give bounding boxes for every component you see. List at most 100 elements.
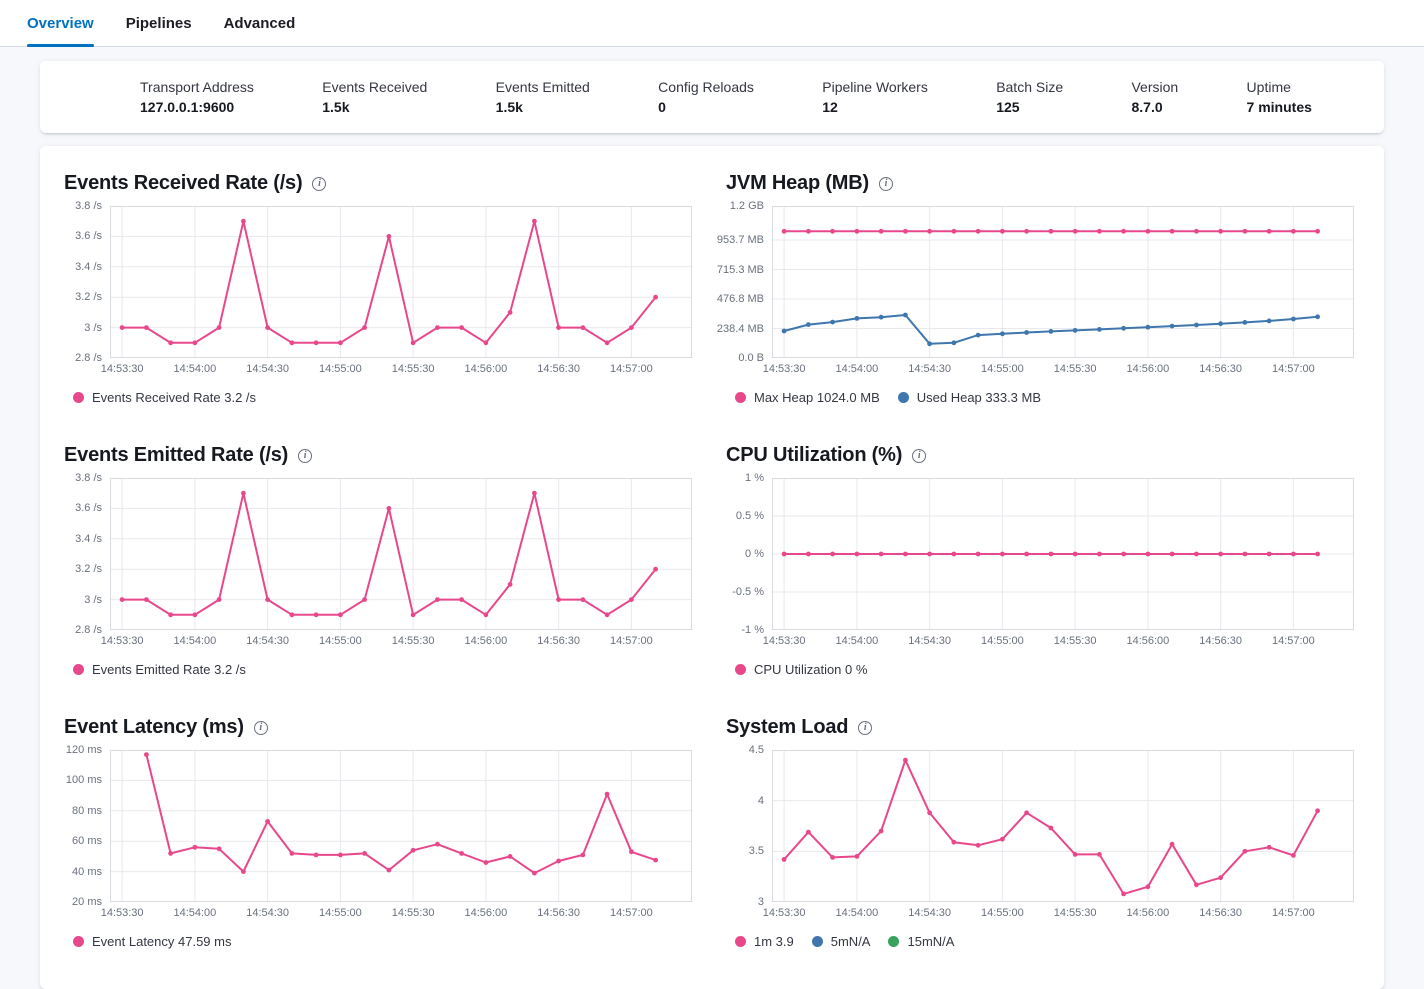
chart-legend: Event Latency 47.59 ms (64, 934, 698, 949)
data-point-events-received-rate (435, 325, 440, 330)
data-point-used-heap (1072, 328, 1078, 333)
data-point-events-emitted-rate (435, 597, 440, 602)
data-point-max-heap (854, 228, 860, 234)
legend-item-max-heap-1024-0-mb[interactable]: Max Heap 1024.0 MB (735, 390, 880, 405)
data-point-events-received-rate (580, 325, 586, 330)
data-point-cpu-utilization (1266, 551, 1272, 557)
x-axis-label: 14:56:30 (1199, 635, 1243, 647)
data-point-used-heap (1097, 327, 1102, 332)
data-point-max-heap (903, 228, 908, 234)
legend-dot-icon (73, 664, 84, 675)
x-axis-label: 14:56:30 (1199, 363, 1243, 375)
data-point-events-received-rate (507, 310, 513, 315)
legend-item-used-heap-333-3-mb[interactable]: Used Heap 333.3 MB (897, 390, 1041, 405)
x-axis-label: 14:55:30 (1053, 907, 1097, 919)
info-icon[interactable]: i (253, 721, 268, 735)
info-icon[interactable]: i (912, 449, 927, 463)
data-point-event-latency (192, 844, 198, 850)
plot-border (110, 206, 692, 358)
info-icon[interactable]: i (858, 721, 873, 735)
y-axis-label: 1.2 GB (729, 200, 764, 212)
data-point-cpu-utilization (781, 551, 787, 557)
legend-item-15mn-a[interactable]: 15mN/A (888, 934, 954, 949)
tab-pipelines[interactable]: Pipelines (125, 15, 192, 32)
x-axis-label: 14:56:00 (1126, 907, 1170, 919)
data-point-cpu-utilization (878, 551, 884, 557)
legend-dot-icon (73, 392, 84, 403)
legend-label: 1m 3.9 (754, 934, 794, 949)
legend-item-cpu-utilization-0[interactable]: CPU Utilization 0 % (735, 662, 867, 677)
plot-row: 20 ms 40 ms 60 ms 80 ms 100 ms 120 ms (64, 744, 698, 908)
data-point-used-heap (806, 322, 811, 327)
chart-plot-area[interactable] (772, 206, 1354, 358)
data-point-max-heap (1218, 228, 1223, 234)
summary-item-label: Batch Size (996, 78, 1064, 95)
info-icon[interactable]: i (298, 449, 313, 463)
data-point-events-received-rate (168, 340, 173, 346)
x-axis-label: 14:56:30 (537, 907, 581, 919)
chart-title-row: System Load i (726, 714, 1360, 740)
summary-item-value: 125 (996, 98, 1020, 115)
x-axis: 14:53:30 14:54:00 14:54:30 14:55:00 14:55:30… (64, 363, 692, 379)
chart-title-row: Event Latency (ms) i (64, 714, 698, 740)
chart-plot-area[interactable] (110, 478, 692, 630)
x-axis-label: 14:54:30 (246, 907, 290, 919)
data-point-event-latency (338, 852, 343, 858)
y-axis-label: 2.8 /s (75, 352, 102, 364)
x-axis-label: 14:55:00 (318, 635, 362, 647)
data-point-used-heap (878, 314, 884, 320)
chart-title-row: Events Emitted Rate (/s) i (64, 442, 698, 468)
x-axis-label: 14:53:30 (100, 363, 144, 375)
tab-advanced[interactable]: Advanced (223, 15, 296, 32)
chart-title-row: JVM Heap (MB) i (726, 170, 1360, 196)
chart-plot-area[interactable] (110, 206, 692, 358)
data-point-events-received-rate (119, 325, 125, 330)
info-icon[interactable]: i (312, 177, 327, 191)
summary-item-config-reloads: Config Reloads 0 (658, 79, 754, 116)
y-axis-label: 20 ms (72, 896, 102, 908)
y-axis: 0.0 B 238.4 MB 476.8 MB 715.3 MB 953.7 MB 1.2… (717, 200, 772, 364)
data-point-1m (1121, 891, 1126, 897)
data-point-event-latency (580, 852, 586, 858)
data-point-1m (854, 854, 860, 859)
events-received-rate-title: Events Received Rate (/s) (64, 171, 303, 194)
data-point-event-latency (483, 860, 489, 865)
x-axis-label: 14:53:30 (762, 635, 806, 647)
data-point-1m (1194, 882, 1199, 888)
data-point-events-emitted-rate (580, 597, 586, 602)
legend-label: Max Heap 1024.0 MB (754, 390, 880, 405)
y-axis-label: 3 (757, 896, 764, 908)
summary-item-value: 1.5k (495, 98, 523, 115)
tab-overview[interactable]: Overview (27, 0, 94, 47)
legend-label: CPU Utilization 0 % (754, 662, 868, 677)
data-point-cpu-utilization (1291, 551, 1296, 557)
legend-item-events-emitted-rate-3-2-s[interactable]: Events Emitted Rate 3.2 /s (73, 662, 246, 677)
data-point-event-latency (410, 847, 416, 853)
chart-plot-area[interactable] (772, 750, 1354, 902)
chart-plot-area[interactable] (772, 478, 1354, 630)
y-axis-label: 3 /s (84, 593, 102, 606)
x-axis-label: 14:54:00 (173, 907, 217, 919)
chart-event-latency: Event Latency (ms) i 20 ms 40 ms 60 ms 80 ms 1… (64, 714, 698, 949)
plot-row: 2.8 /s 3 /s 3.2 /s 3.4 /s 3.6 /s 3.8 /s (64, 472, 698, 636)
chart-plot-area[interactable] (110, 750, 692, 902)
y-axis-label: 40 ms (72, 865, 102, 878)
data-point-1m (1291, 853, 1296, 858)
legend-item-event-latency-47-59-ms[interactable]: Event Latency 47.59 ms (73, 934, 231, 949)
data-point-max-heap (951, 228, 957, 234)
x-axis-label: 14:53:30 (762, 907, 806, 919)
summary-item-label: Events Received (322, 78, 428, 95)
data-point-max-heap (1266, 228, 1272, 234)
legend-item-5mn-a[interactable]: 5mN/A (811, 934, 870, 949)
legend-item-events-received-rate-3-2-s[interactable]: Events Received Rate 3.2 /s (73, 390, 256, 405)
data-point-event-latency (289, 851, 295, 856)
data-point-1m (878, 828, 884, 834)
x-axis-label: 14:54:30 (246, 363, 290, 375)
info-icon[interactable]: i (878, 177, 893, 191)
data-point-event-latency (629, 849, 634, 855)
legend-item-1m-3-9[interactable]: 1m 3.9 (735, 934, 794, 949)
data-point-max-heap (1048, 228, 1054, 234)
y-axis-label: 3.5 (748, 845, 764, 858)
x-axis-label: 14:53:30 (100, 907, 144, 919)
y-axis-label: 238.4 MB (716, 322, 764, 335)
